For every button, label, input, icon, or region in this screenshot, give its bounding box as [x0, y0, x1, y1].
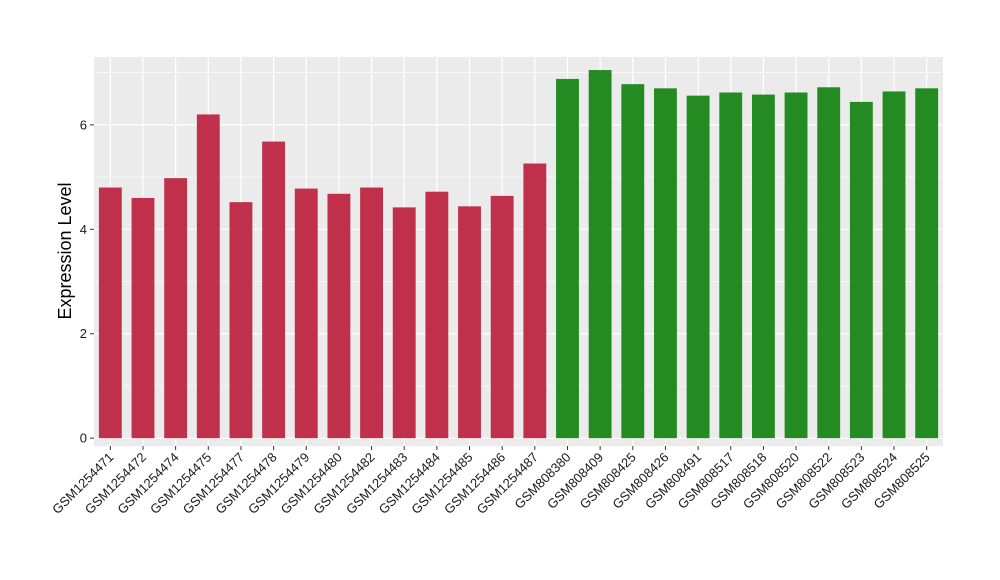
- x-axis: GSM1254471GSM1254472GSM1254474GSM1254475…: [49, 446, 933, 517]
- plot-panel: [94, 57, 943, 446]
- bar-GSM808525: [915, 88, 939, 439]
- bar-GSM808380: [556, 78, 579, 439]
- bar-GSM808524: [882, 91, 906, 439]
- bar-GSM808518: [751, 94, 775, 439]
- y-tick-label: 4: [80, 222, 87, 237]
- bar-GSM1254472: [131, 197, 155, 439]
- bar-GSM1254486: [490, 195, 514, 439]
- bar-GSM1254487: [523, 163, 547, 439]
- y-tick-label: 6: [80, 117, 87, 132]
- y-axis-title: Expression Level: [55, 182, 75, 319]
- bar-GSM1254475: [196, 114, 220, 439]
- bar-GSM1254484: [425, 191, 449, 439]
- bar-GSM1254479: [294, 188, 318, 439]
- bar-GSM808409: [588, 70, 612, 439]
- bar-GSM808517: [719, 92, 743, 439]
- bars: [98, 70, 939, 439]
- bar-GSM808520: [784, 92, 808, 439]
- bar-GSM1254471: [98, 187, 122, 439]
- bar-GSM1254478: [262, 141, 286, 439]
- bar-GSM808522: [817, 87, 841, 439]
- bar-GSM1254474: [164, 178, 188, 439]
- y-tick-label: 0: [80, 431, 87, 446]
- bar-GSM1254485: [458, 206, 481, 439]
- bar-GSM808491: [686, 95, 710, 439]
- bar-GSM1254483: [392, 207, 416, 439]
- bar-GSM808426: [654, 88, 677, 439]
- y-tick-label: 2: [80, 326, 87, 341]
- y-axis: 0 2 4 6: [80, 117, 94, 446]
- bar-GSM1254480: [327, 193, 351, 439]
- bar-GSM808523: [849, 101, 873, 439]
- bar-GSM808425: [621, 84, 645, 439]
- bar-GSM1254482: [360, 187, 383, 439]
- bar-GSM1254477: [229, 202, 253, 439]
